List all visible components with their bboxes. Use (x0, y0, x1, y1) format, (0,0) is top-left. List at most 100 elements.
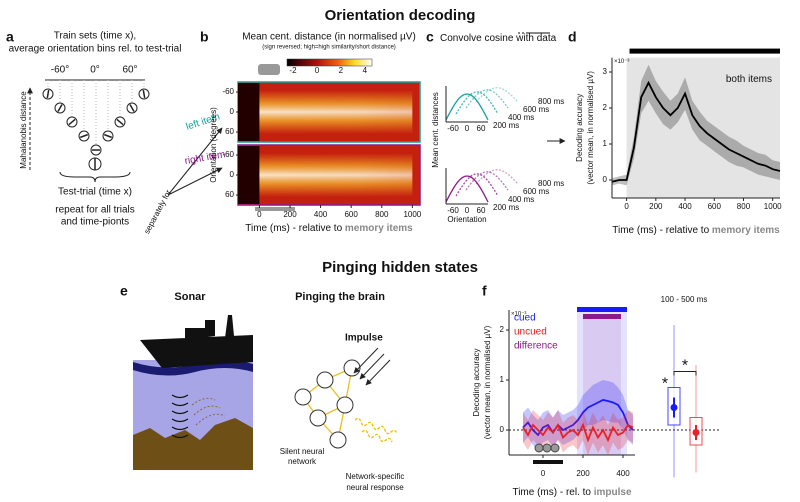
circle (343, 359, 361, 377)
y-label: Mean cent. distances (431, 92, 440, 168)
y-tick-label: 2 (500, 325, 505, 334)
circle (316, 371, 334, 389)
heatmap-pre (238, 83, 260, 141)
legend-entry: uncued (514, 327, 547, 338)
impulse-label: Impulse (345, 333, 383, 344)
seabed (133, 418, 253, 470)
repeat-text: repeat for all trials (55, 205, 134, 216)
time-label: 200 ms (493, 121, 519, 130)
orientation-tick: 0° (90, 65, 100, 76)
x-tick-label: 200 (576, 469, 590, 478)
bracket (673, 371, 697, 376)
network-nodes (294, 359, 361, 449)
x-tick-label: 600 (344, 210, 358, 219)
x-tick-label: -60 (447, 206, 459, 215)
x-label-emph: impulse (594, 487, 632, 498)
series-line (522, 399, 634, 437)
section-title: Pinging hidden states (322, 259, 478, 276)
response-wave (354, 417, 398, 443)
x-tick-label: 60 (477, 206, 486, 215)
y-tick-label: -60 (222, 87, 234, 96)
path (195, 413, 226, 426)
sub-title: Sonar (174, 291, 206, 303)
colorbar-tick-label: 0 (315, 66, 320, 75)
ship (140, 315, 253, 368)
circle (336, 396, 354, 414)
y-label: Orientation (degrees) (209, 107, 218, 183)
repeat-text: and time-pionts (61, 217, 129, 228)
impulse-icon (542, 443, 552, 453)
time-label: 400 ms (508, 195, 534, 204)
panel-label: b (200, 29, 209, 45)
path (171, 394, 189, 399)
y-label: (vector mean, in normalised µV) (586, 71, 595, 185)
series-line (522, 422, 634, 443)
x-tick-label: 0 (541, 469, 546, 478)
legend-entry: cued (514, 313, 536, 324)
x-label: Orientation (447, 215, 486, 224)
arrow (167, 167, 223, 196)
colorbar-tick-label: -2 (289, 66, 297, 75)
error-band (523, 410, 633, 455)
x-tick-label: 0 (624, 202, 629, 211)
annotation: both items (726, 74, 772, 85)
item-label: right item (184, 149, 226, 167)
tuning-curve (465, 171, 509, 191)
y-label: (vector mean, in normalised µV) (483, 325, 492, 439)
significance-star: * (682, 358, 688, 375)
disc-stripe (142, 89, 146, 99)
y-tick-label: 60 (225, 190, 234, 199)
time-label: 200 ms (493, 203, 519, 212)
cluster-bar (583, 314, 621, 319)
shaded-period (626, 57, 780, 198)
impulse-bar (533, 460, 563, 464)
disc-stripe (116, 118, 124, 126)
title-text: Convolve cosine with (440, 33, 537, 44)
response-label: neural response (346, 483, 404, 492)
line-chart: 0 1 2 3 0 200 400 600 800 1000 ×10⁻³ Decoding accur… (575, 48, 782, 236)
x-label-text: Time (ms) - rel. to (512, 487, 593, 498)
x-tick-label: 0 (465, 124, 470, 133)
x-label-emph: memory items (712, 225, 780, 236)
panel-label: a (6, 29, 14, 45)
y-tick-label: 1 (603, 139, 608, 148)
heatmap-band (259, 90, 413, 134)
time-label: 800 ms (538, 179, 564, 188)
path (171, 418, 189, 423)
disc-stripe (129, 104, 135, 112)
y-exponent: ×10⁻³ (614, 59, 629, 65)
line-chart: 0 1 2 0 200 400 ×10⁻³ Decoding accuracy (vector … (472, 307, 720, 498)
x-tick-label: 0 (257, 210, 262, 219)
x-tick-label: 1000 (764, 202, 782, 211)
time-label: 600 ms (523, 105, 549, 114)
header: Train sets (time x), (54, 31, 136, 42)
box-chart: 100 - 500 ms * * (661, 295, 707, 478)
y-label: Decoding accuracy (575, 94, 584, 162)
impulse-icon (550, 443, 560, 453)
series-line (611, 80, 781, 183)
significance-bar (629, 48, 780, 54)
x-tick-label: 200 (649, 202, 663, 211)
mean-dot (692, 429, 700, 436)
circle (294, 388, 312, 406)
colorbar-tick-label: 4 (363, 66, 368, 75)
colorbar-tick-label: 2 (339, 66, 344, 75)
y-tick-label: -60 (222, 150, 234, 159)
panel-e: Sonar Pinging the brain Impulse Silent n… (133, 291, 404, 492)
tuning-curve (445, 93, 489, 121)
y-tick-label: 0 (230, 107, 235, 116)
x-tick-label: 400 (678, 202, 692, 211)
x-tick-label: 600 (708, 202, 722, 211)
x-label-text: Time (ms) - relative to (612, 225, 712, 236)
orientation-tick: -60° (51, 65, 69, 76)
sonar-pulse (171, 394, 189, 439)
impulse-icon (534, 443, 544, 453)
arrow (167, 127, 223, 196)
panel-label: d (568, 29, 577, 45)
disc-stripe (79, 133, 89, 139)
x-tick-label: -60 (447, 124, 459, 133)
panel-label: f (482, 283, 487, 299)
disc-stripe (68, 118, 76, 126)
path (171, 410, 189, 415)
